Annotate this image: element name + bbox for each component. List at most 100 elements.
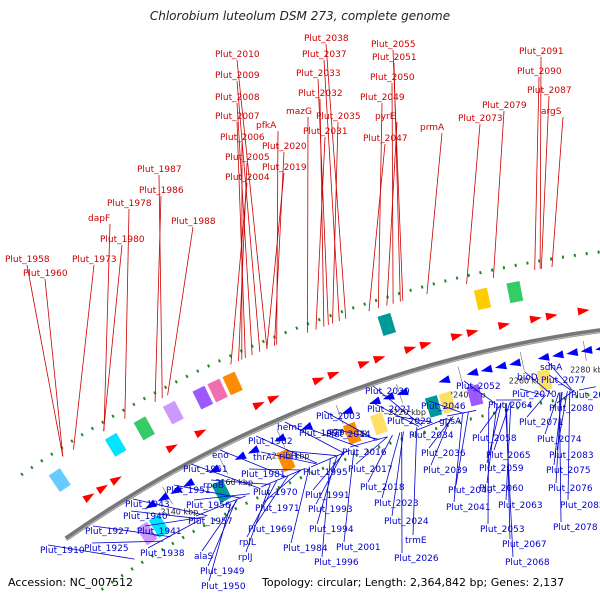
reverse-leader-line xyxy=(246,480,277,538)
genome-summary-text: Topology: circular; Length: 2,364,842 bp… xyxy=(262,576,565,589)
reverse-gene-arrow xyxy=(234,451,247,461)
reverse-gene-arrow xyxy=(274,433,287,442)
reverse-gene-label: Plut_2059 xyxy=(479,464,524,474)
reverse-gene-label: Plut_2016 xyxy=(342,448,387,458)
forward-feature-block xyxy=(506,280,524,304)
reverse-gene-label: Plut_1961 xyxy=(183,465,228,475)
reverse-leader-line xyxy=(349,436,388,448)
reverse-gene-label: Plut_1940 xyxy=(123,512,168,522)
label-leader-lines-layer xyxy=(26,43,596,582)
reverse-gene-label: Plut_1971 xyxy=(255,504,300,514)
forward-gene-label: Plut_2010 xyxy=(215,50,260,60)
reverse-leader-line xyxy=(355,436,388,465)
forward-gene-label: Plut_1958 xyxy=(5,255,50,265)
reverse-gene-label: Plut_2076 xyxy=(548,484,593,494)
reverse-leader-line xyxy=(284,421,344,454)
forward-leader-line xyxy=(124,208,130,419)
forward-leader-line xyxy=(26,264,64,457)
forward-gene-label: Plut_1960 xyxy=(23,269,68,279)
forward-gene-label: Plut_2031 xyxy=(303,127,348,137)
reverse-feature-block xyxy=(369,412,389,436)
reverse-gene-label: Plut_2036 xyxy=(421,449,466,459)
tick-label: 2260 kbp xyxy=(509,376,547,385)
forward-gene-arrow xyxy=(109,476,122,486)
reverse-gene-label: Plut_2080 xyxy=(549,404,594,414)
reverse-gene-label: Plut_1950 xyxy=(201,582,246,592)
forward-gene-label: Plut_1988 xyxy=(171,217,216,227)
forward-gene-label: Plut_2004 xyxy=(225,173,270,183)
forward-gene-label: Plut_2032 xyxy=(298,89,343,99)
forward-gene-label: Plut_2019 xyxy=(262,163,307,173)
reverse-gene-label: rplL xyxy=(239,538,256,548)
reverse-gene-label: Plut_2024 xyxy=(384,517,429,527)
reverse-leader-line xyxy=(544,392,560,435)
forward-leader-line xyxy=(307,116,309,333)
forward-gene-label: mazG xyxy=(286,107,312,117)
reverse-leader-line xyxy=(547,361,573,391)
reverse-gene-label: Plut_2029 xyxy=(387,417,432,427)
forward-gene-arrow xyxy=(95,484,109,495)
forward-gene-arrow xyxy=(403,346,417,355)
forward-gene-arrow xyxy=(466,329,479,338)
reverse-gene-label: Plut_2082 xyxy=(560,501,600,511)
forward-gene-label: Plut_2035 xyxy=(316,112,361,122)
reverse-leader-line xyxy=(453,413,463,503)
reverse-gene-label: Plut_1993 xyxy=(308,505,353,515)
reverse-leader-line xyxy=(428,400,465,414)
reverse-leader-line xyxy=(132,498,208,517)
forward-gene-arrow xyxy=(267,395,280,404)
reverse-leader-line xyxy=(381,432,401,499)
forward-gene-label: Plut_2047 xyxy=(363,134,408,144)
reverse-gene-label: Plut_1994 xyxy=(309,525,354,535)
forward-leader-line xyxy=(44,278,64,457)
reverse-gene-label: Plut_2001 xyxy=(336,543,381,553)
reverse-gene-arrow xyxy=(551,350,564,359)
forward-gene-label: Plut_2006 xyxy=(220,133,265,143)
reverse-gene-arrow xyxy=(438,375,451,384)
reverse-gene-label: eno xyxy=(212,451,229,461)
reverse-leader-line xyxy=(486,404,502,464)
reverse-leader-line xyxy=(316,455,338,525)
forward-gene-label: argS xyxy=(541,107,562,117)
reverse-gene-label: Plut_2068 xyxy=(505,558,550,568)
reverse-gene-label: Plut_2060 xyxy=(479,484,524,494)
forward-gene-label: Plut_2005 xyxy=(225,153,270,163)
reverse-gene-label: Plut_2088 xyxy=(571,391,600,401)
reverse-gene-arrow xyxy=(183,477,195,487)
forward-leader-line xyxy=(230,182,248,365)
reverse-gene-label: Plut_1981 xyxy=(241,470,286,480)
tick-line xyxy=(218,456,229,475)
forward-gene-arrow xyxy=(165,444,178,454)
reverse-leader-line xyxy=(208,503,232,582)
reverse-leader-line xyxy=(487,407,490,525)
forward-leader-line xyxy=(551,116,564,268)
reverse-gene-label: Plut_2046 xyxy=(421,402,466,412)
reverse-leader-line xyxy=(556,389,575,404)
reverse-gene-label: Plut_1957 xyxy=(188,517,233,527)
reverse-feature-block xyxy=(211,479,232,503)
reverse-gene-label: Plut_1996 xyxy=(314,558,359,568)
forward-gene-label: Plut_2037 xyxy=(302,50,347,60)
forward-gene-label: prmA xyxy=(420,123,445,133)
forward-gene-label: Plut_1986 xyxy=(139,186,184,196)
forward-gene-label: Plut_2051 xyxy=(372,53,417,63)
reverse-gene-arrow xyxy=(145,499,158,509)
forward-gene-label: Plut_2020 xyxy=(262,142,307,152)
reverse-leader-line xyxy=(416,417,448,431)
forward-leader-line xyxy=(392,49,404,301)
reverse-leader-line xyxy=(144,516,206,527)
reverse-gene-label: Plut_2075 xyxy=(546,466,591,476)
reverse-gene-arrow xyxy=(595,346,600,351)
forward-gene-arrow xyxy=(450,333,463,342)
forward-leader-line xyxy=(534,76,540,270)
reverse-gene-label: Plut_2064 xyxy=(488,401,533,411)
reverse-leader-line xyxy=(92,525,171,538)
reverse-feature-block xyxy=(276,448,296,472)
reverse-gene-arrow xyxy=(480,364,493,373)
reverse-leader-line xyxy=(567,390,571,501)
reverse-leader-line xyxy=(321,457,331,558)
accession-text: Accession: NC_007512 xyxy=(8,576,134,589)
forward-gene-label: Plut_2033 xyxy=(296,69,341,79)
reverse-gene-arrow xyxy=(466,368,479,376)
reverse-gene-label: Plut_1997 xyxy=(299,429,344,439)
